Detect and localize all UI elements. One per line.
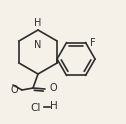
Text: F: F: [90, 38, 95, 47]
Text: N: N: [34, 28, 42, 50]
Text: O: O: [50, 83, 58, 93]
Text: O: O: [10, 85, 18, 95]
Text: H: H: [34, 18, 42, 28]
Text: H: H: [50, 101, 58, 111]
Text: Cl: Cl: [31, 103, 41, 113]
